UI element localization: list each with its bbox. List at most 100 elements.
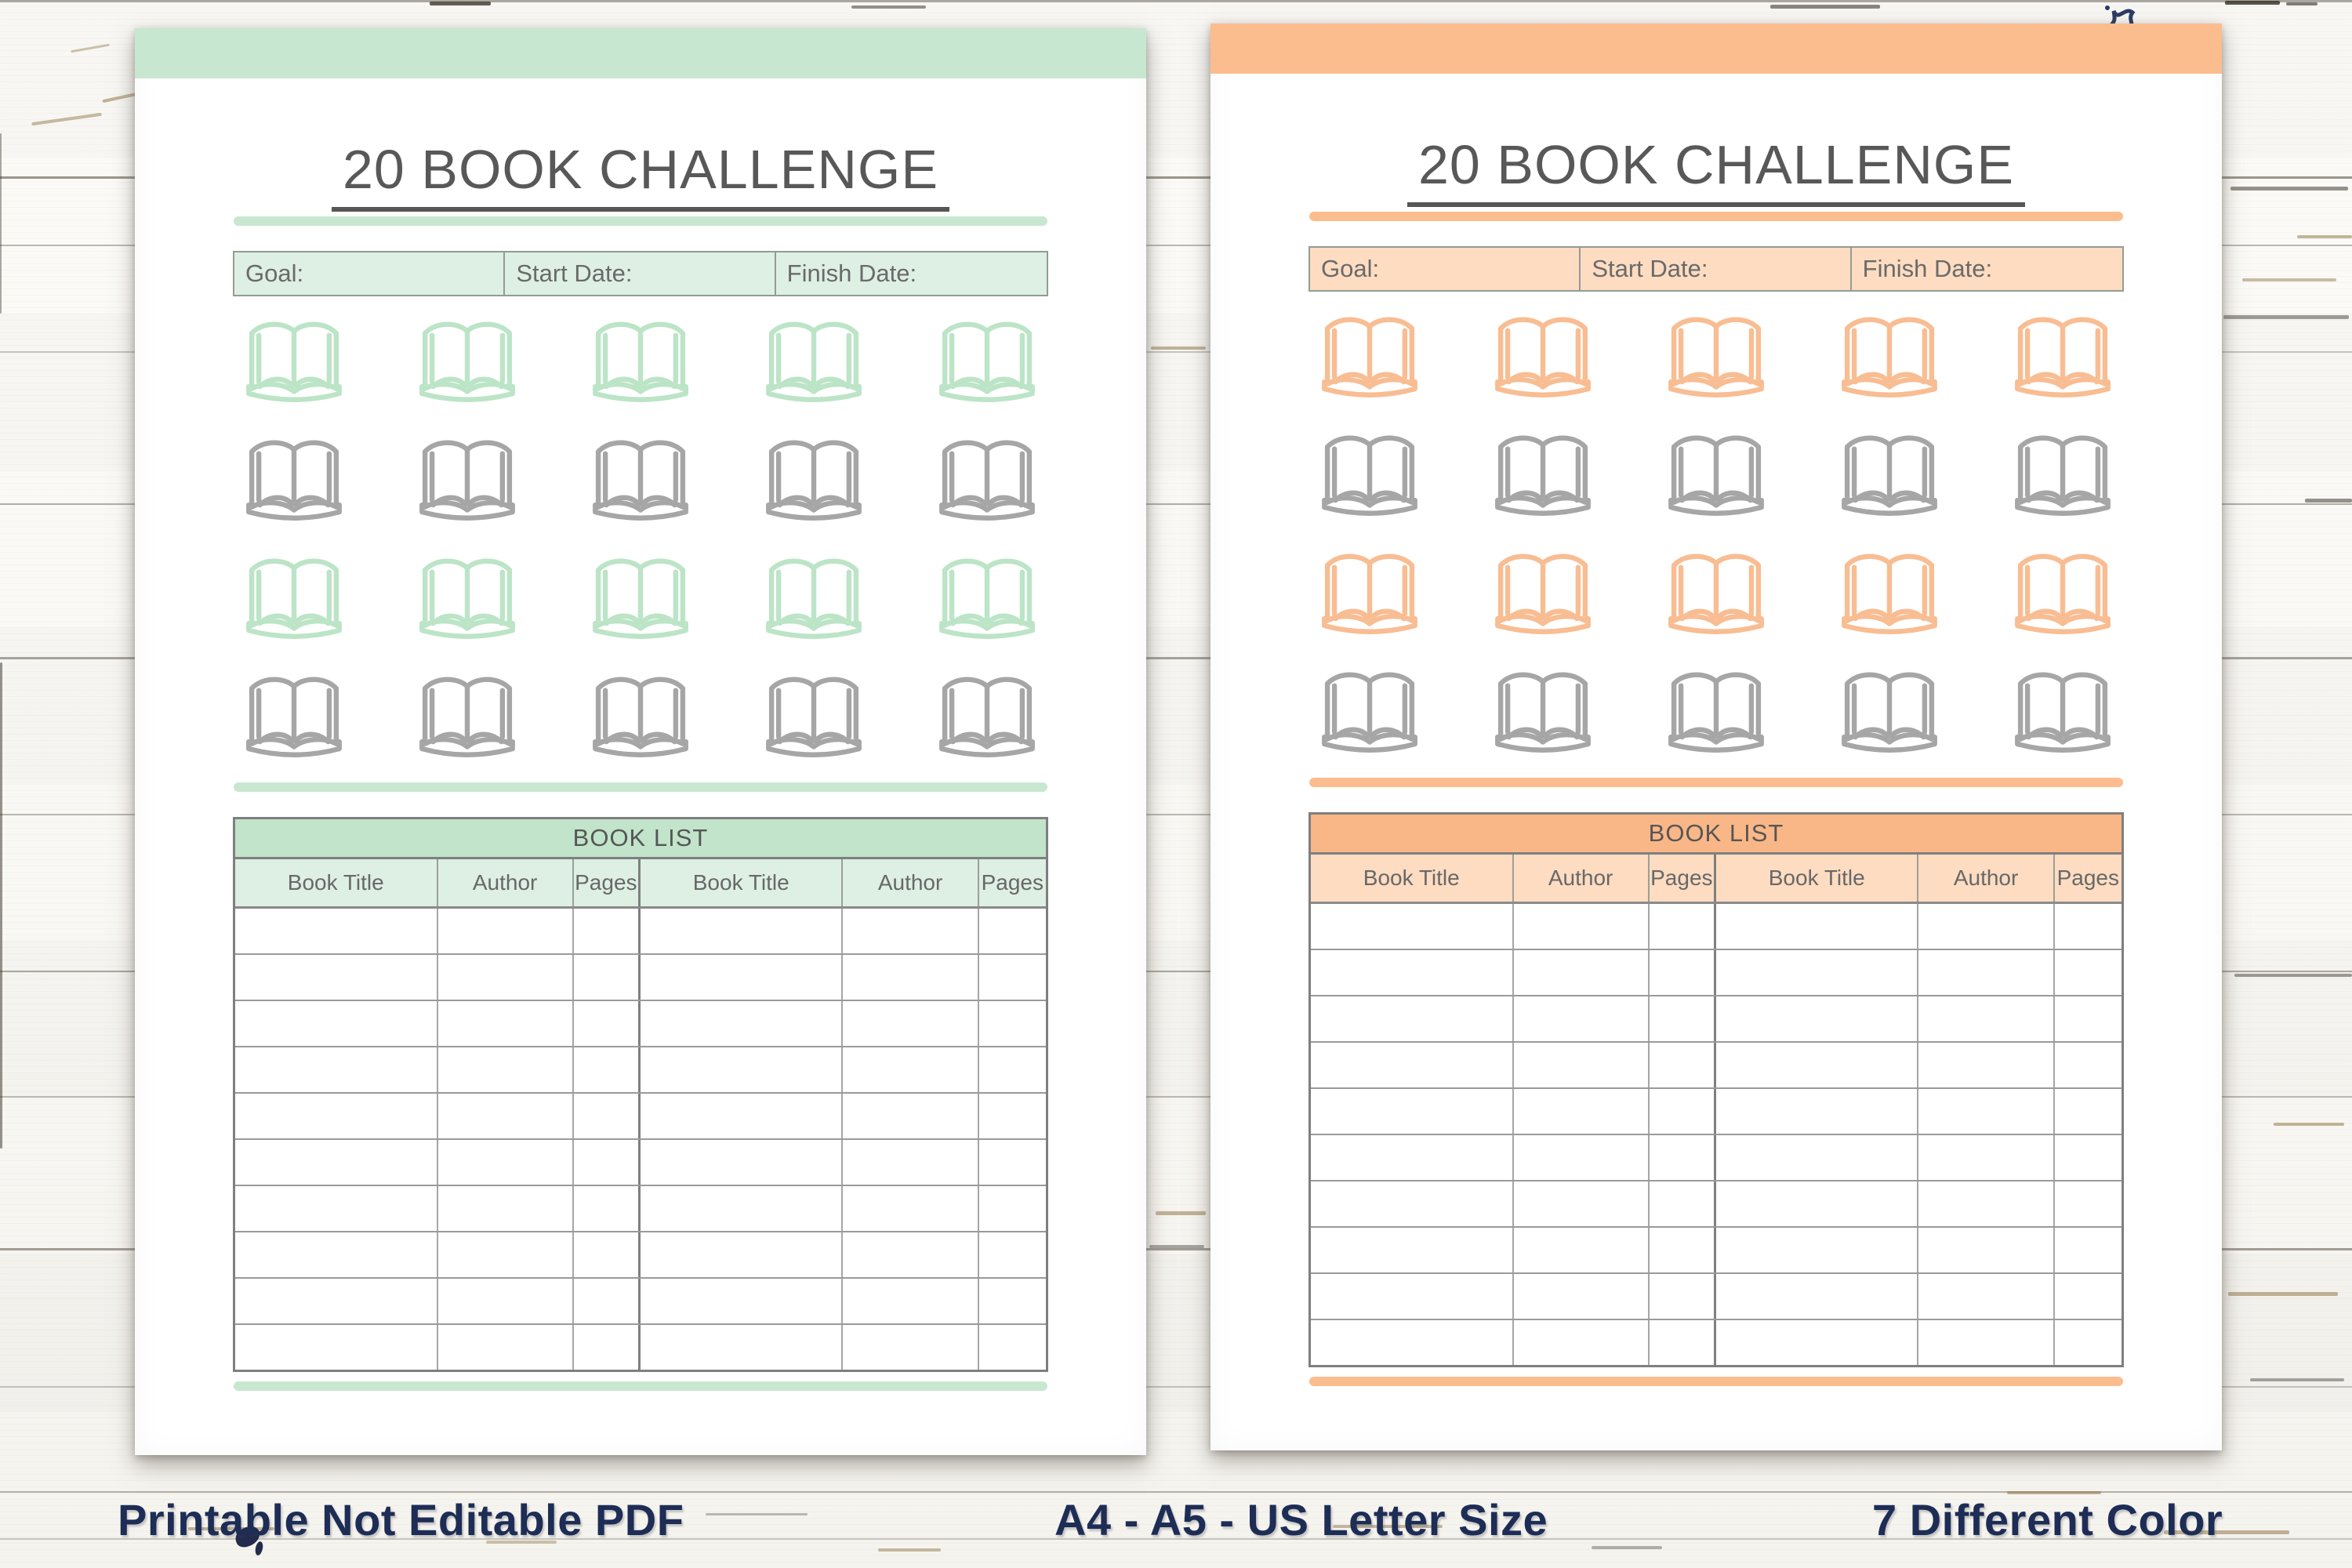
open-book-icon [1495,317,1591,397]
book-list-empty-cell [1918,1043,2055,1087]
open-book-icon [1842,435,1937,516]
goal-field: Goal: [1310,248,1581,290]
book-list-empty-cell [574,1325,641,1370]
open-book-icon [1322,672,1417,753]
book-list-empty-cell [1716,1181,1919,1226]
wood-mark [2234,974,2352,977]
book-list-empty-cell [641,1325,844,1370]
book-progress-grid [1311,310,2122,758]
book-list-table: BOOK LIST Book Title Author Pages Book T… [1308,812,2124,1367]
open-book-icon [246,440,342,521]
wood-mark [2230,187,2348,191]
open-book-icon [766,321,862,402]
col-author: Author [1918,855,2055,902]
wood-mark [878,1548,941,1552]
open-book-icon [1322,317,1417,397]
wood-mark [851,5,926,9]
goal-row: Goal: Start Date: Finish Date: [233,251,1048,296]
open-book-icon [593,321,688,402]
open-book-icon [1322,435,1417,516]
book-icon-row-accent [235,315,1046,408]
page-top-bar [135,28,1146,78]
book-list-empty-cell [1514,1320,1650,1365]
book-list-empty-cell [1514,1274,1650,1319]
book-list-empty-cell [641,1094,844,1138]
book-list-empty-cell [1311,1274,1514,1319]
book-list-empty-cell [2055,950,2122,995]
book-list-empty-cell [2055,1181,2122,1226]
wood-mark [2242,278,2336,281]
open-book-icon [246,558,342,639]
wood-mark [0,662,2,1149]
book-list-empty-cell [1311,1089,1514,1134]
wood-plank-seam [0,0,2352,2]
book-list-empty-cell [235,1047,438,1092]
book-list-empty-cell [235,1186,438,1231]
book-list-empty-row [235,1279,1046,1325]
finish-date-field: Finish Date: [1862,255,1993,282]
wood-mark [2223,315,2349,319]
book-icon-row-gray [235,670,1046,763]
book-list-empty-cell [235,909,438,953]
book-list-empty-cell [574,1140,641,1185]
open-book-icon [419,558,515,639]
divider-bar-top [1309,212,2123,221]
book-list-empty-cell [438,1186,574,1231]
book-list-empty-cell [1716,1228,1919,1272]
open-book-icon [939,677,1035,757]
open-book-icon [1668,317,1764,397]
book-list-empty-cell [1514,1089,1650,1134]
book-list-empty-row [1311,1228,2122,1274]
wood-mark [0,133,2,314]
book-list-empty-row [1311,1043,2122,1089]
caption-printable: Printable Not Editable PDF [118,1495,684,1544]
book-list-empty-row [1311,1135,2122,1181]
book-list-empty-cell [1918,950,2055,995]
wood-mark [31,112,102,126]
open-book-icon [419,321,515,402]
book-list-empty-cell [641,1232,844,1277]
wood-mark [2286,2,2318,5]
open-book-icon [593,440,688,521]
book-list-empty-row [235,1140,1046,1186]
col-book-title: Book Title [1716,855,1919,902]
wood-mark [2225,1,2280,5]
open-book-icon [766,677,862,757]
open-book-icon [766,440,862,521]
book-list-empty-cell [979,955,1046,1000]
book-list-rows [1311,904,2122,1365]
divider-bar-middle [1309,778,2123,787]
book-list-empty-cell [2055,996,2122,1041]
book-list-empty-cell [574,1186,641,1231]
open-book-icon [593,558,688,639]
book-list-empty-cell [1716,904,1919,949]
page-title-wrap: 20 BOOK CHALLENGE [135,138,1146,212]
col-author: Author [1514,855,1650,902]
wood-plank-seam [0,351,2352,353]
col-book-title: Book Title [1311,855,1514,902]
book-icon-row-accent [1311,547,2122,640]
book-list-empty-cell [979,1140,1046,1185]
start-date-field: Start Date: [505,252,776,295]
book-list-empty-row [1311,996,2122,1043]
wood-mark [1333,1525,1443,1528]
wood-plank-seam [0,1538,2352,1540]
book-list-column-headers: Book Title Author Pages Book Title Autho… [235,859,1046,909]
book-list-empty-row [235,1094,1046,1140]
book-list-empty-cell [641,1140,844,1185]
book-list-empty-cell [235,1094,438,1138]
book-list-empty-cell [1650,1228,1716,1272]
start-date-field: Start Date: [1581,248,1852,290]
wood-mark [1770,5,1880,9]
book-list-empty-row [1311,904,2122,950]
wood-plank-seam [0,971,2352,972]
book-icon-row-accent [1311,310,2122,403]
book-list-empty-row [235,1001,1046,1047]
open-book-icon [1842,672,1937,753]
book-list-column-headers: Book Title Author Pages Book Title Autho… [1311,855,2122,904]
book-list-empty-row [235,1186,1046,1232]
open-book-icon [1668,435,1764,516]
open-book-icon [1842,554,1937,634]
open-book-icon [1322,554,1417,634]
book-list-empty-cell [641,1186,844,1231]
